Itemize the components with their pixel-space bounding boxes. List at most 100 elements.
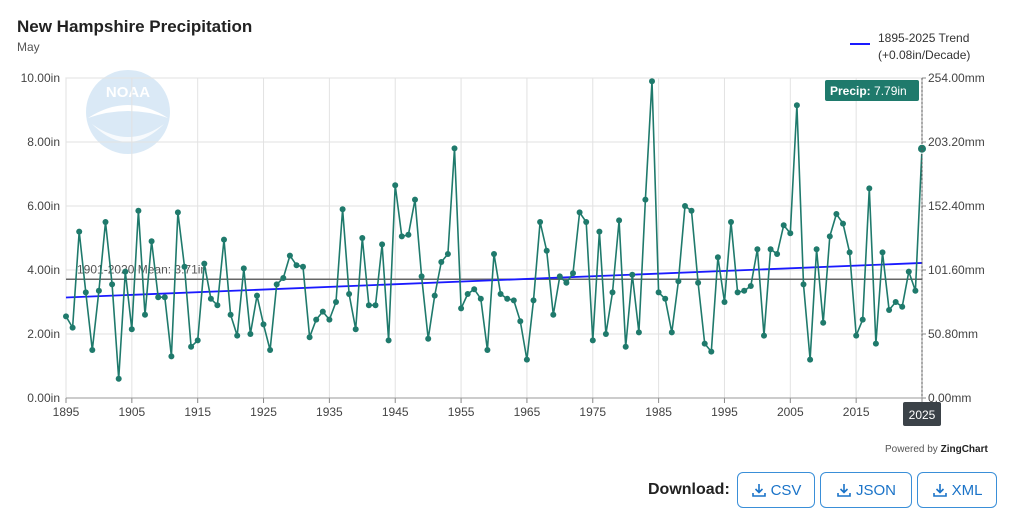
data-point[interactable]: [649, 78, 655, 85]
data-point[interactable]: [813, 246, 820, 253]
data-point[interactable]: [346, 291, 353, 297]
data-point[interactable]: [333, 299, 339, 305]
data-point[interactable]: [629, 271, 636, 278]
data-point[interactable]: [872, 340, 879, 347]
data-point[interactable]: [688, 207, 695, 214]
data-point[interactable]: [82, 289, 89, 296]
data-point[interactable]: [892, 299, 899, 305]
data-point[interactable]: [820, 319, 827, 326]
data-point[interactable]: [293, 262, 300, 269]
data-point[interactable]: [155, 294, 162, 301]
data-point[interactable]: [286, 252, 293, 259]
data-point[interactable]: [695, 279, 702, 286]
data-point[interactable]: [504, 295, 511, 302]
data-point[interactable]: [701, 340, 708, 347]
download-csv-button[interactable]: CSV: [737, 472, 815, 508]
data-point[interactable]: [352, 326, 359, 333]
data-point[interactable]: [260, 321, 267, 328]
data-point[interactable]: [207, 295, 214, 302]
data-point[interactable]: [859, 316, 866, 323]
data-point[interactable]: [115, 375, 122, 382]
data-point[interactable]: [596, 228, 603, 235]
data-point[interactable]: [563, 279, 570, 286]
data-point[interactable]: [89, 347, 96, 353]
data-point[interactable]: [247, 331, 254, 337]
data-point[interactable]: [741, 287, 748, 294]
data-point[interactable]: [879, 249, 886, 256]
data-point[interactable]: [451, 145, 458, 152]
data-point[interactable]: [866, 185, 873, 192]
data-point[interactable]: [385, 337, 392, 344]
data-point[interactable]: [734, 289, 741, 296]
data-point[interactable]: [444, 251, 451, 257]
download-xml-button[interactable]: XML: [917, 472, 997, 508]
data-point[interactable]: [398, 233, 405, 240]
data-point[interactable]: [359, 235, 366, 241]
data-point[interactable]: [583, 219, 590, 225]
data-point[interactable]: [254, 292, 260, 299]
data-point[interactable]: [379, 241, 386, 248]
data-point[interactable]: [622, 343, 629, 350]
data-point[interactable]: [412, 196, 418, 203]
data-point[interactable]: [570, 270, 576, 277]
data-point[interactable]: [188, 343, 195, 350]
data-point[interactable]: [510, 297, 517, 304]
data-point[interactable]: [418, 273, 425, 280]
data-point[interactable]: [280, 275, 287, 281]
data-point[interactable]: [425, 335, 432, 342]
data-point[interactable]: [609, 289, 616, 296]
precipitation-chart[interactable]: NOAA 0.00in 0.00mm 2.00in 50.80mm 4.00in 101.…: [0, 0, 1024, 470]
data-point[interactable]: [668, 329, 675, 336]
data-point[interactable]: [747, 283, 754, 289]
data-point[interactable]: [754, 246, 761, 253]
data-point[interactable]: [576, 209, 583, 216]
data-point[interactable]: [95, 287, 102, 294]
data-point[interactable]: [675, 278, 682, 285]
data-point[interactable]: [313, 316, 320, 323]
data-point[interactable]: [761, 332, 767, 339]
data-point[interactable]: [807, 356, 814, 363]
data-point[interactable]: [714, 254, 721, 261]
data-point[interactable]: [372, 302, 379, 309]
powered-by[interactable]: Powered by ZingChart: [885, 444, 988, 455]
data-point[interactable]: [142, 311, 148, 318]
data-point[interactable]: [635, 329, 642, 336]
data-point[interactable]: [63, 313, 69, 320]
data-point[interactable]: [76, 228, 83, 235]
data-point[interactable]: [846, 249, 853, 256]
data-point[interactable]: [793, 102, 800, 109]
data-point[interactable]: [780, 222, 787, 229]
data-point[interactable]: [458, 305, 465, 312]
data-point[interactable]: [602, 331, 609, 337]
data-point[interactable]: [135, 207, 142, 214]
data-point[interactable]: [840, 220, 846, 227]
data-point[interactable]: [556, 273, 563, 280]
data-point[interactable]: [234, 332, 241, 339]
download-json-button[interactable]: JSON: [820, 472, 912, 508]
powered-by-brand[interactable]: ZingChart: [940, 444, 988, 455]
data-point[interactable]: [69, 324, 76, 331]
data-point[interactable]: [826, 233, 833, 240]
data-point[interactable]: [616, 217, 623, 224]
data-point[interactable]: [365, 302, 372, 309]
data-point[interactable]: [833, 211, 840, 217]
data-point[interactable]: [339, 206, 346, 213]
data-point[interactable]: [392, 182, 399, 189]
data-point[interactable]: [319, 308, 326, 315]
data-point[interactable]: [853, 332, 860, 339]
data-point[interactable]: [491, 251, 497, 257]
data-point[interactable]: [517, 318, 524, 325]
data-point[interactable]: [227, 311, 234, 318]
data-point[interactable]: [405, 231, 412, 238]
data-point[interactable]: [682, 203, 688, 209]
data-point[interactable]: [438, 259, 445, 265]
data-point[interactable]: [273, 281, 280, 288]
data-point[interactable]: [899, 303, 906, 310]
data-point[interactable]: [917, 143, 927, 154]
data-point[interactable]: [543, 247, 550, 254]
data-point[interactable]: [589, 337, 596, 344]
data-point[interactable]: [306, 334, 313, 341]
data-point[interactable]: [102, 219, 109, 225]
data-point[interactable]: [550, 311, 557, 318]
data-point[interactable]: [642, 196, 649, 203]
